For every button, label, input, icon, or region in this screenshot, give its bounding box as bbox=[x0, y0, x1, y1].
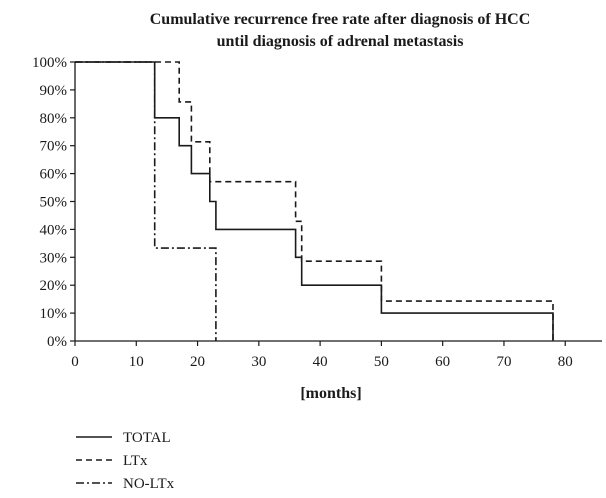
y-tick-label: 50% bbox=[40, 195, 68, 211]
x-tick-label: 50 bbox=[374, 354, 389, 370]
x-ticks: 0 10 20 30 40 50 60 70 80 bbox=[71, 341, 573, 370]
y-tick-label: 0% bbox=[47, 334, 67, 350]
series-line-ltx bbox=[75, 61, 554, 341]
x-tick-label: 30 bbox=[251, 354, 266, 370]
legend-label-total: TOTAL bbox=[123, 430, 171, 446]
y-tick-label: 90% bbox=[40, 83, 68, 99]
legend: TOTAL LTx NO-LTx bbox=[76, 430, 175, 492]
y-tick-label: 10% bbox=[40, 306, 68, 322]
chart-title-line-2: until diagnosis of adrenal metastasis bbox=[217, 33, 464, 50]
y-tick-label: 60% bbox=[40, 167, 68, 183]
y-tick-label: 40% bbox=[40, 222, 68, 238]
x-axis-label: [months] bbox=[300, 385, 361, 402]
y-ticks: 0% 10% 20% 30% 40% 50% 60% 70% 80% 90% 100% bbox=[32, 55, 75, 350]
y-tick-label: 80% bbox=[40, 111, 68, 127]
x-tick-label: 70 bbox=[496, 354, 511, 370]
legend-label-no-ltx: NO-LTx bbox=[123, 476, 175, 492]
x-tick-label: 0 bbox=[71, 354, 79, 370]
y-tick-label: 70% bbox=[40, 139, 68, 155]
x-tick-label: 20 bbox=[190, 354, 205, 370]
series-line-no-ltx bbox=[75, 61, 217, 341]
x-tick-label: 40 bbox=[313, 354, 328, 370]
series-layer bbox=[75, 61, 554, 341]
legend-label-ltx: LTx bbox=[123, 453, 148, 469]
y-tick-label: 100% bbox=[32, 55, 67, 71]
x-tick-label: 60 bbox=[435, 354, 450, 370]
x-tick-label: 10 bbox=[129, 354, 144, 370]
chart-title-line-1: Cumulative recurrence free rate after di… bbox=[150, 11, 531, 28]
y-tick-label: 20% bbox=[40, 278, 68, 294]
x-tick-label: 80 bbox=[558, 354, 573, 370]
y-tick-label: 30% bbox=[40, 250, 68, 266]
series-line-total bbox=[75, 61, 554, 341]
